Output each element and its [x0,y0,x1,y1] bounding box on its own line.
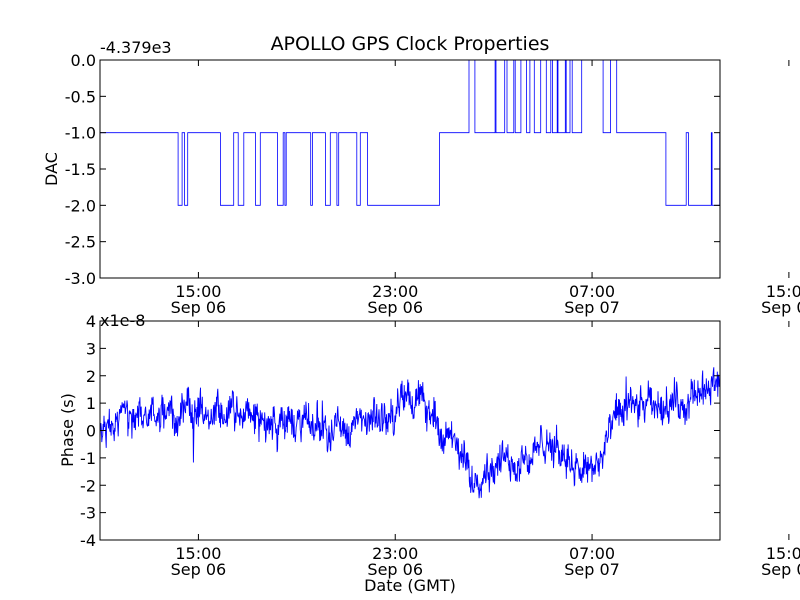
dac-ylabel: DAC [42,152,61,186]
y-tick-label: 0.0 [71,51,96,70]
y-tick-label: 1 [86,394,96,413]
y-tick-label: -4 [80,531,96,550]
phase-offset-label: x1e-8 [100,311,145,330]
x-tick-time-label: 23:00 [372,544,418,563]
x-tick-date-label: Sep 06 [367,560,423,579]
y-tick-label: 2 [86,367,96,386]
y-tick-label: -0.5 [65,87,96,106]
x-tick-time-label: 15:00 [766,282,800,301]
dac-offset-label: -4.379e3 [100,38,172,57]
x-tick-date-label: Sep 07 [564,560,620,579]
phase-plot-area [100,321,720,540]
phase-xlabel: Date (GMT) [364,576,456,595]
dac-frame [99,59,721,279]
x-tick-time-label: 15:00 [175,544,221,563]
dac-series [100,60,720,206]
phase-frame [99,320,721,541]
x-tick-time-label: 07:00 [569,282,615,301]
x-tick-date-label: Sep 06 [367,298,423,317]
y-tick-label: -3.0 [65,269,96,288]
y-tick-label: 4 [86,312,96,331]
x-tick-date-label: Sep 07 [564,298,620,317]
x-tick-time-label: 23:00 [372,282,418,301]
x-tick-date-label: Sep 07 [761,560,800,579]
phase-series [100,367,720,499]
series-line-phase [100,367,720,499]
y-tick-label: -1.0 [65,124,96,143]
y-tick-label: -1 [80,449,96,468]
y-tick-label: 0 [86,422,96,441]
y-tick-label: -3 [80,504,96,523]
phase-ylabel: Phase (s) [58,393,77,467]
series-line-dac [100,60,720,206]
x-tick-date-label: Sep 06 [171,298,227,317]
x-tick-time-label: 15:00 [175,282,221,301]
y-tick-label: -2.5 [65,233,96,252]
x-tick-time-label: 07:00 [569,544,615,563]
dac-plot-area [100,60,720,278]
x-tick-date-label: Sep 06 [171,560,227,579]
y-tick-label: -2.0 [65,196,96,215]
y-tick-label: 3 [86,339,96,358]
chart-title: APOLLO GPS Clock Properties [271,33,550,55]
x-tick-time-label: 15:00 [766,544,800,563]
y-tick-label: -2 [80,476,96,495]
x-tick-date-label: Sep 07 [761,298,800,317]
y-tick-label: -1.5 [65,160,96,179]
